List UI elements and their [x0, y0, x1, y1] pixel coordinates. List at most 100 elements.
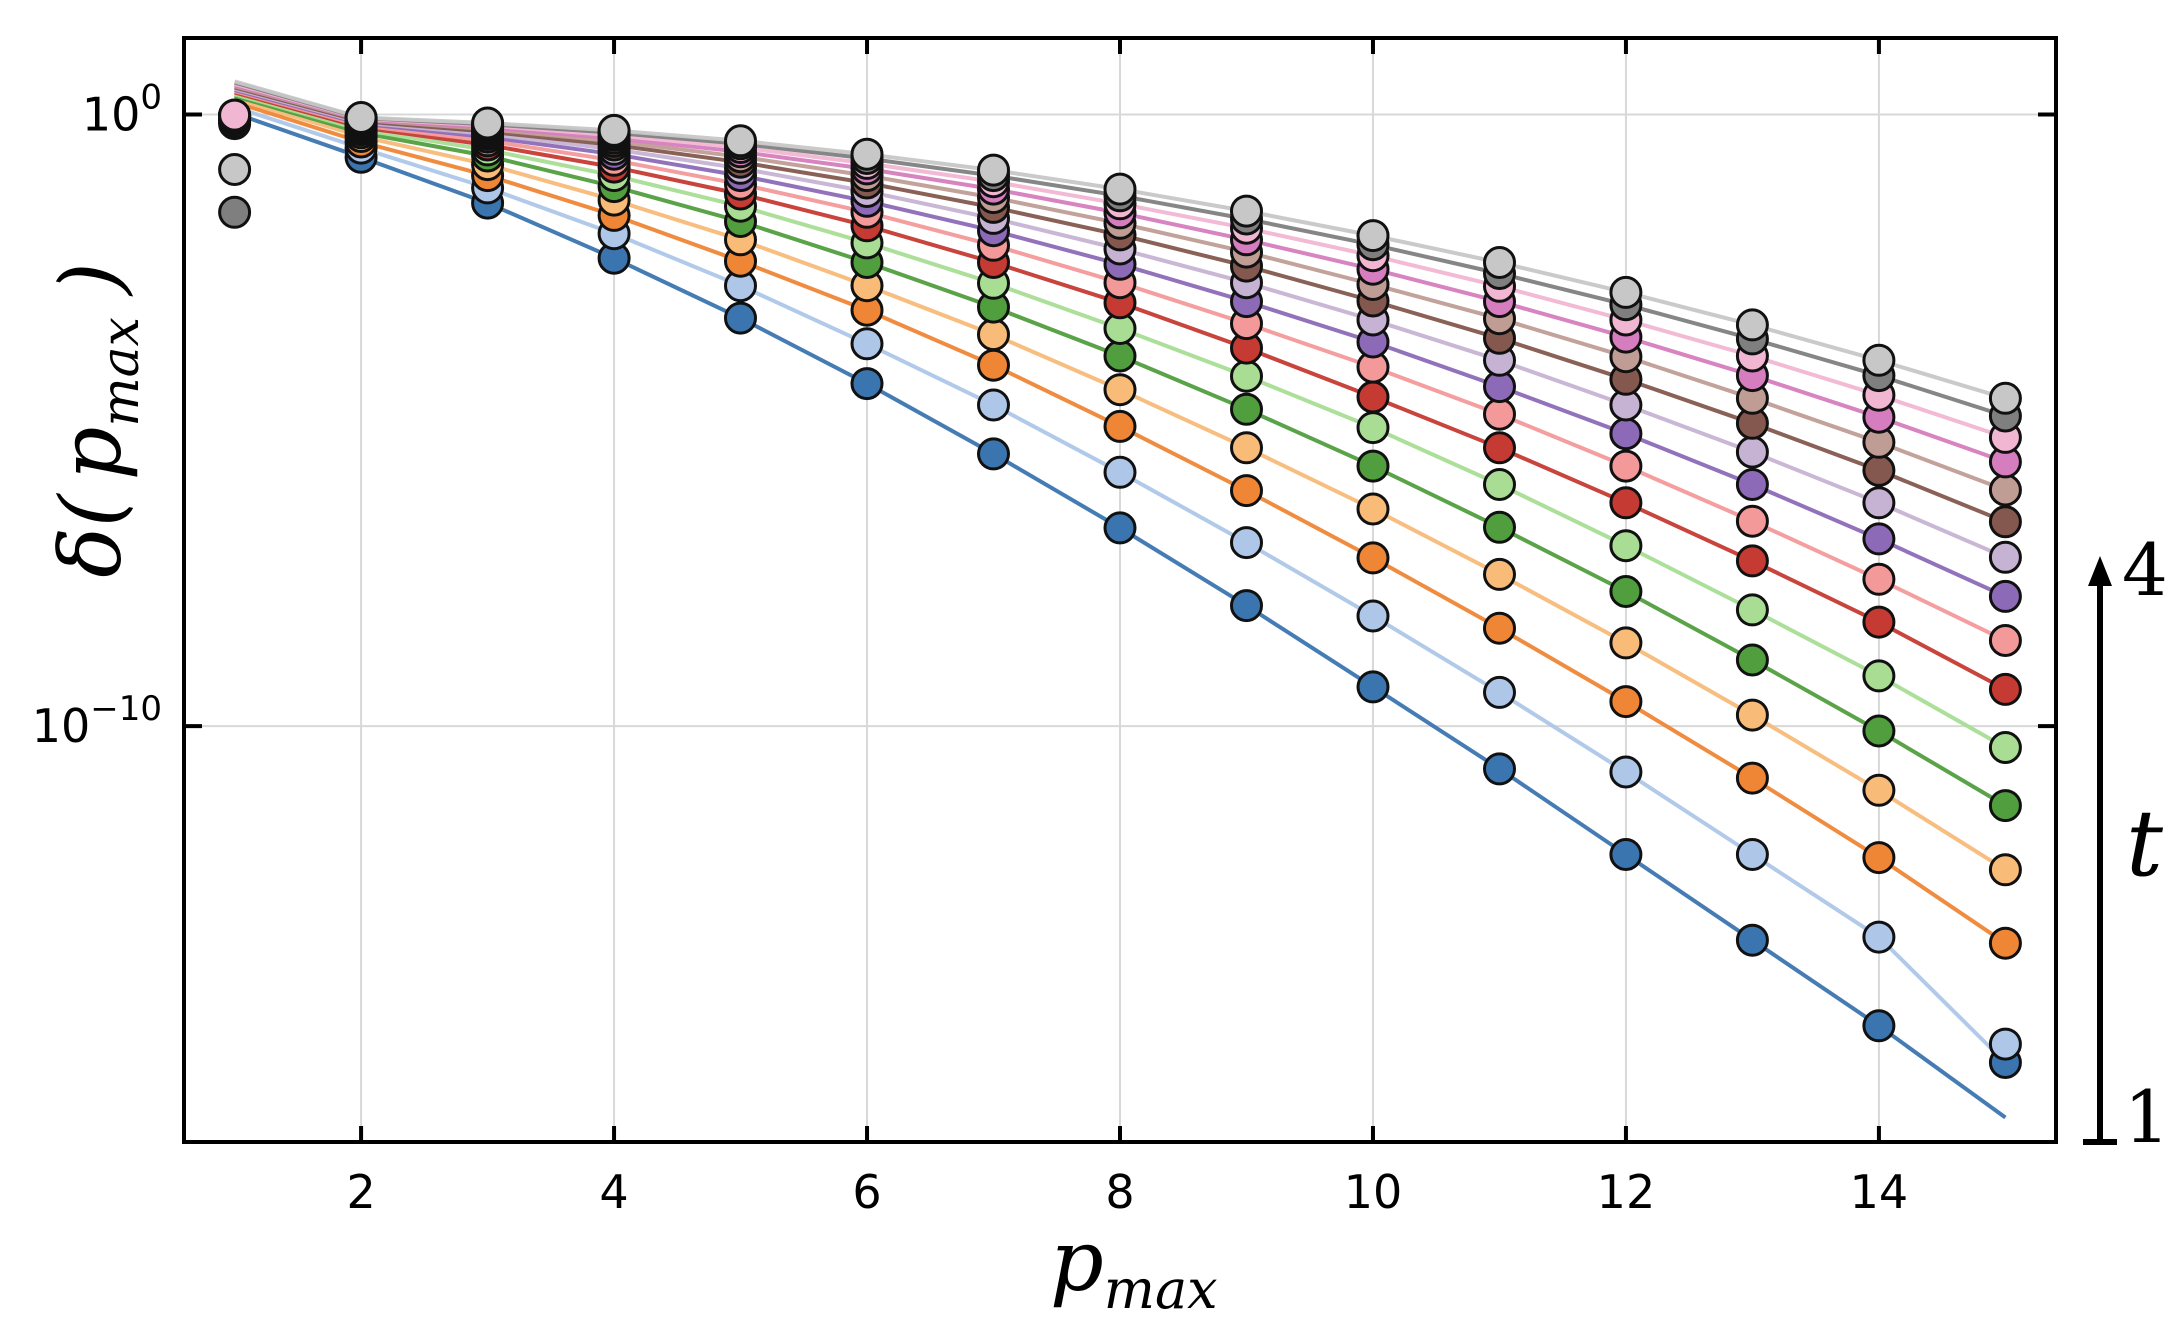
data-point [850, 367, 884, 401]
data-point [1862, 522, 1896, 556]
x-tick-label: 10 [1344, 1165, 1403, 1219]
data-point [1988, 505, 2022, 539]
data-point [1609, 755, 1643, 789]
data-point [977, 348, 1010, 382]
data-point [1356, 670, 1390, 704]
y-axis-label-close: ) [42, 262, 140, 297]
x-tick-label: 6 [852, 1165, 881, 1219]
data-point [1103, 511, 1137, 545]
data-point [1988, 473, 2022, 507]
data-point [1735, 435, 1769, 469]
data-point [1735, 308, 1769, 342]
data-point [218, 195, 252, 229]
data-point [1103, 409, 1137, 443]
data-point [1862, 920, 1896, 954]
data-point [1103, 455, 1137, 489]
data-point [1988, 926, 2022, 960]
data-point [218, 98, 252, 132]
data-point [1609, 275, 1643, 309]
data-point [1609, 838, 1643, 871]
data-point [1230, 431, 1263, 465]
data-point [1483, 246, 1516, 279]
data-point [1735, 923, 1769, 957]
data-point [1862, 773, 1896, 807]
data-point [724, 301, 757, 335]
data-point [1735, 504, 1769, 538]
data-point [1356, 492, 1390, 526]
data-point [977, 153, 1010, 187]
data-point [724, 124, 757, 158]
data-point [1988, 672, 2022, 706]
colorbar-min-label: 1 [2124, 1075, 2170, 1159]
data-point [1735, 698, 1769, 732]
data-point [1609, 486, 1643, 520]
data-point [1988, 789, 2022, 823]
data-point [1609, 449, 1643, 483]
data-point [344, 101, 378, 134]
data-point [1356, 449, 1390, 483]
x-tick-label: 8 [1105, 1165, 1134, 1219]
data-point [597, 113, 631, 147]
x-tick-label: 12 [1597, 1165, 1656, 1219]
data-point [1862, 562, 1896, 596]
data-point [1230, 526, 1263, 560]
data-point [1862, 453, 1896, 487]
data-point [1862, 343, 1896, 377]
data-point [850, 137, 884, 171]
data-point [471, 106, 505, 140]
data-point [1103, 339, 1137, 373]
data-point [977, 437, 1010, 471]
data-point [1483, 752, 1516, 786]
data-point [218, 153, 252, 186]
data-point [1230, 589, 1263, 623]
data-point [1862, 659, 1896, 693]
svg-text:δ(pmax): δ(pmax) [42, 262, 151, 578]
data-point [1483, 675, 1516, 709]
y-tick-label: 100 [82, 77, 162, 141]
data-point [1356, 411, 1390, 445]
data-points [218, 98, 2022, 1079]
data-point [1609, 685, 1643, 719]
data-point [1862, 486, 1896, 520]
data-point [1988, 579, 2022, 613]
data-point [1735, 643, 1769, 677]
data-point [1862, 841, 1896, 875]
data-point [1230, 359, 1263, 393]
data-point [1609, 575, 1643, 608]
colorbar-label: t [2126, 790, 2164, 897]
y-axis-label: δ(pmax) [42, 262, 151, 578]
ticks [184, 38, 2056, 1142]
y-axis-label-var: p [42, 427, 140, 481]
data-point [1230, 194, 1263, 228]
data-point [1483, 468, 1516, 501]
data-point [1988, 731, 2022, 764]
data-point [1483, 611, 1516, 645]
data-point [1356, 380, 1390, 414]
y-axis-label-fn: δ( [42, 492, 140, 578]
data-point [1862, 1009, 1896, 1043]
data-point [1356, 599, 1390, 633]
data-point [1483, 397, 1516, 431]
data-point [1609, 529, 1643, 563]
x-axis-label-main: p [1050, 1212, 1104, 1310]
data-point [1988, 853, 2022, 887]
data-point [1230, 474, 1263, 508]
y-tick-label: 10−10 [32, 689, 162, 753]
data-point [1483, 431, 1516, 465]
data-point [1735, 838, 1769, 871]
x-axis-label: pmax [1050, 1212, 1218, 1321]
x-axis-label-sub: max [1104, 1258, 1218, 1321]
colorbar-arrow-head [2088, 556, 2112, 586]
data-point [977, 388, 1010, 422]
data-point [1356, 541, 1390, 575]
data-point [1735, 468, 1769, 501]
data-point [977, 318, 1010, 352]
data-point [1356, 219, 1390, 253]
x-tick-label: 4 [599, 1165, 628, 1219]
data-point [1230, 392, 1263, 426]
data-point [1735, 544, 1769, 578]
data-point [1609, 417, 1643, 451]
data-point [1862, 714, 1896, 748]
colorbar: 4 t 1 [2083, 528, 2170, 1159]
